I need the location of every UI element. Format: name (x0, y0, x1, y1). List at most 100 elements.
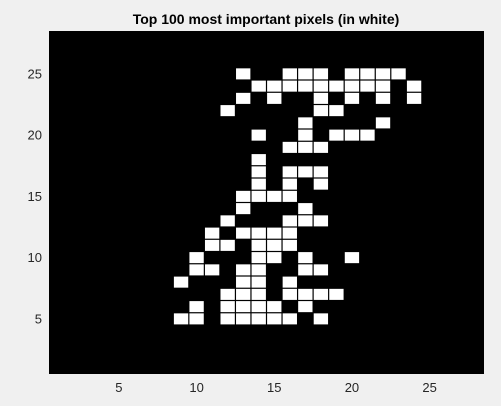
white-pixel (267, 239, 282, 251)
white-pixel (313, 141, 329, 153)
white-pixel (406, 80, 422, 92)
white-pixel (236, 288, 251, 300)
white-pixel (375, 92, 391, 104)
white-pixel (251, 227, 266, 239)
white-pixel (251, 239, 266, 251)
x-tick-label: 25 (422, 380, 436, 395)
white-pixel (298, 252, 313, 264)
white-pixel (360, 68, 375, 80)
white-pixel (220, 239, 235, 251)
white-pixel (282, 178, 297, 190)
white-pixel (236, 92, 251, 104)
white-pixel (344, 68, 360, 80)
white-pixel (251, 178, 266, 190)
white-pixel (220, 301, 235, 313)
white-pixel (282, 190, 297, 202)
white-pixel (251, 264, 266, 276)
y-ticks: 5 10 15 20 25 (28, 66, 42, 326)
white-pixel (298, 301, 313, 313)
white-pixel (313, 215, 329, 227)
white-pixel (282, 80, 297, 92)
white-pixel (360, 80, 375, 92)
y-tick-label: 15 (28, 189, 42, 204)
white-pixel (375, 68, 391, 80)
white-pixel (406, 92, 422, 104)
white-pixel (313, 92, 329, 104)
white-pixel (298, 203, 313, 215)
white-pixel (236, 301, 251, 313)
white-pixel (282, 227, 297, 239)
white-pixel (282, 239, 297, 251)
white-pixel (313, 166, 329, 178)
white-pixel (298, 129, 313, 141)
white-pixel (344, 129, 360, 141)
white-pixel (267, 227, 282, 239)
white-pixel (236, 203, 251, 215)
white-pixel (251, 154, 266, 166)
white-pixel (251, 276, 266, 288)
white-pixel (298, 141, 313, 153)
white-pixel (236, 227, 251, 239)
white-pixel (236, 264, 251, 276)
white-pixel (313, 80, 329, 92)
white-pixel (267, 80, 282, 92)
white-pixel (298, 215, 313, 227)
y-tick-label: 25 (28, 66, 42, 81)
white-pixel (282, 288, 297, 300)
chart-title: Top 100 most important pixels (in white) (133, 11, 400, 27)
white-pixel (251, 313, 266, 325)
white-pixel (298, 80, 313, 92)
white-pixel (329, 105, 344, 117)
white-pixel (360, 129, 375, 141)
white-pixel (391, 68, 406, 80)
white-pixel (298, 166, 313, 178)
white-pixel (329, 288, 344, 300)
white-pixel (236, 190, 251, 202)
white-pixel (298, 68, 313, 80)
x-tick-label: 15 (267, 380, 281, 395)
x-tick-label: 5 (115, 380, 122, 395)
white-pixel (189, 264, 204, 276)
white-pixel (313, 288, 329, 300)
white-pixel (236, 276, 251, 288)
white-pixel (189, 252, 204, 264)
white-pixel (251, 129, 266, 141)
white-pixel (267, 92, 282, 104)
white-pixel (375, 80, 391, 92)
white-pixel (173, 313, 189, 325)
white-pixel (313, 105, 329, 117)
white-pixel (220, 215, 235, 227)
white-pixel (251, 166, 266, 178)
white-pixel (189, 313, 204, 325)
white-pixel (173, 276, 189, 288)
white-pixel (236, 313, 251, 325)
white-pixel (313, 264, 329, 276)
white-pixel (189, 301, 204, 313)
white-pixel (220, 288, 235, 300)
white-pixel (298, 264, 313, 276)
white-pixel (220, 105, 235, 117)
white-pixel (329, 80, 344, 92)
white-pixel (267, 252, 282, 264)
white-pixel (236, 68, 251, 80)
white-pixel (251, 80, 266, 92)
pixel-cells (173, 68, 422, 325)
white-pixel (298, 288, 313, 300)
white-pixel (204, 239, 220, 251)
white-pixel (282, 313, 297, 325)
white-pixel (267, 190, 282, 202)
white-pixel (298, 117, 313, 129)
white-pixel (251, 190, 266, 202)
y-tick-label: 20 (28, 128, 42, 143)
y-tick-label: 10 (28, 250, 42, 265)
white-pixel (344, 252, 360, 264)
white-pixel (220, 313, 235, 325)
white-pixel (267, 313, 282, 325)
white-pixel (313, 313, 329, 325)
white-pixel (204, 227, 220, 239)
white-pixel (313, 68, 329, 80)
white-pixel (282, 166, 297, 178)
x-ticks: 5 10 15 20 25 (115, 380, 437, 395)
